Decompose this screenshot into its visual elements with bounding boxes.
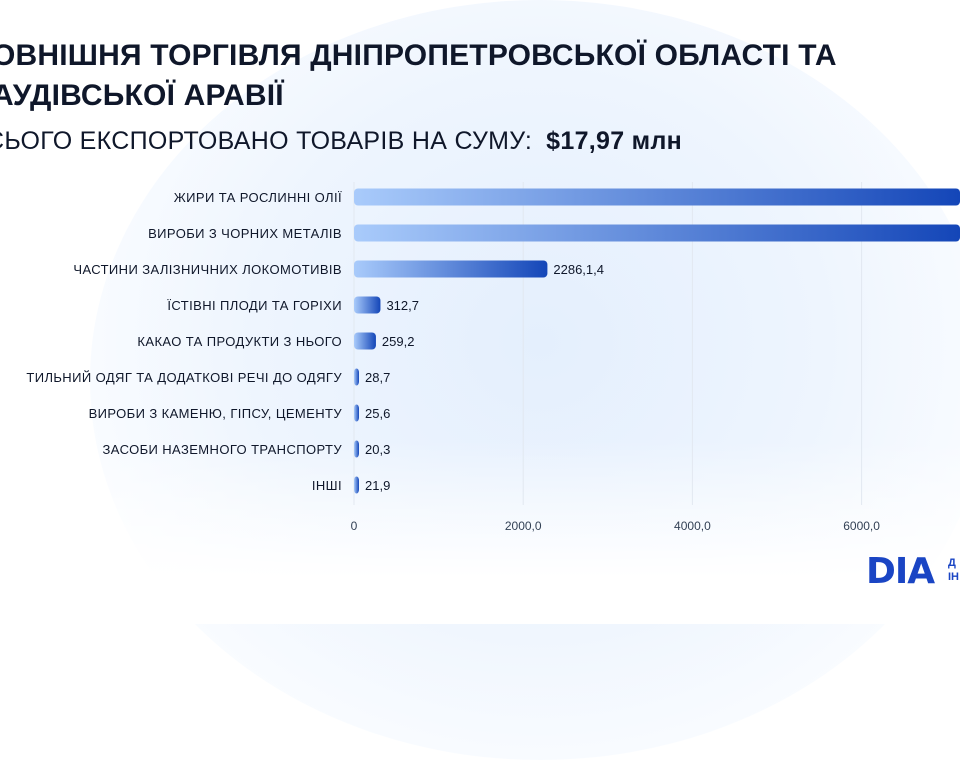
bar-chart: ЖИРИ ТА РОСЛИННІ ОЛІЇ ВИРОБИ З ЧОРНИХ МЕТ… bbox=[26, 182, 960, 533]
category-label: ВИРОБИ З ЧОРНИХ МЕТАЛІВ bbox=[148, 226, 342, 241]
bar bbox=[354, 368, 359, 386]
page-subtitle: СЬОГО ЕКСПОРТОВАНО ТОВАРІВ НА СУМУ: $17,9… bbox=[0, 124, 682, 158]
subtitle-amount: $17,97 млн bbox=[546, 127, 683, 155]
title-line-2: АУДІВСЬКОЇ АРАВІЇ bbox=[0, 79, 284, 112]
x-tick-label: 2000,0 bbox=[505, 519, 542, 533]
category-label: КАКАО ТА ПРОДУКТИ З НЬОГО bbox=[137, 334, 342, 349]
bar bbox=[354, 440, 359, 458]
value-labels: 2286,1,4 312,7 259,2 28,7 25,6 20,3 21,9 bbox=[365, 262, 604, 493]
category-label: ЖИРИ ТА РОСЛИННІ ОЛІЇ bbox=[174, 190, 342, 205]
bar bbox=[354, 476, 359, 494]
background-fade bbox=[0, 440, 960, 624]
value-label: 21,9 bbox=[365, 478, 390, 493]
x-tick-label: 6000,0 bbox=[843, 519, 880, 533]
bar bbox=[354, 296, 381, 314]
value-label: 312,7 bbox=[386, 298, 419, 313]
category-label: ЗАСОБИ НАЗЕМНОГО ТРАНСПОРТУ bbox=[103, 442, 343, 457]
value-label: 259,2 bbox=[382, 334, 415, 349]
category-label: ЇСТІВНІ ПЛОДИ ТА ГОРІХИ bbox=[167, 298, 342, 313]
bars bbox=[354, 188, 960, 494]
bar bbox=[354, 260, 548, 278]
value-label: 2286,1,4 bbox=[553, 262, 604, 277]
value-label: 20,3 bbox=[365, 442, 390, 457]
x-tick-label: 0 bbox=[351, 519, 358, 533]
category-label: ІНШІ bbox=[312, 478, 342, 493]
category-label: ВИРОБИ З КАМЕНЮ, ГІПСУ, ЦЕМЕНТУ bbox=[89, 406, 343, 421]
category-label: ЧАСТИНИ ЗАЛІЗНИЧНИХ ЛОКОМОТИВІВ bbox=[73, 262, 342, 277]
page-title: ОВНІШНЯ ТОРГІВЛЯ ДНІПРОПЕТРОВСЬКОЇ ОБЛАС… bbox=[0, 36, 952, 116]
category-label: ТИЛЬНИЙ ОДЯГ ТА ДОДАТКОВІ РЕЧІ ДО ОДЯГУ bbox=[26, 370, 342, 385]
value-label: 25,6 bbox=[365, 406, 390, 421]
x-tick-label: 4000,0 bbox=[674, 519, 711, 533]
bar bbox=[354, 224, 960, 242]
logo-side-line-2: ІН bbox=[948, 571, 959, 583]
dia-logo: DIA Д ІН bbox=[866, 552, 960, 592]
bar bbox=[354, 404, 359, 422]
subtitle-prefix: СЬОГО ЕКСПОРТОВАНО ТОВАРІВ НА СУМУ: bbox=[0, 127, 533, 155]
x-axis-ticks: 0 2000,0 4000,0 6000,0 bbox=[351, 519, 881, 533]
bar bbox=[354, 188, 960, 206]
bar bbox=[354, 332, 376, 350]
category-labels: ЖИРИ ТА РОСЛИННІ ОЛІЇ ВИРОБИ З ЧОРНИХ МЕТ… bbox=[26, 190, 342, 493]
logo-wordmark: DIA bbox=[866, 552, 935, 592]
logo-side-line-1: Д bbox=[948, 557, 956, 569]
value-label: 28,7 bbox=[365, 370, 390, 385]
title-line-1: ОВНІШНЯ ТОРГІВЛЯ ДНІПРОПЕТРОВСЬКОЇ ОБЛАС… bbox=[0, 39, 837, 72]
logo-side-text: Д ІН bbox=[948, 556, 960, 584]
